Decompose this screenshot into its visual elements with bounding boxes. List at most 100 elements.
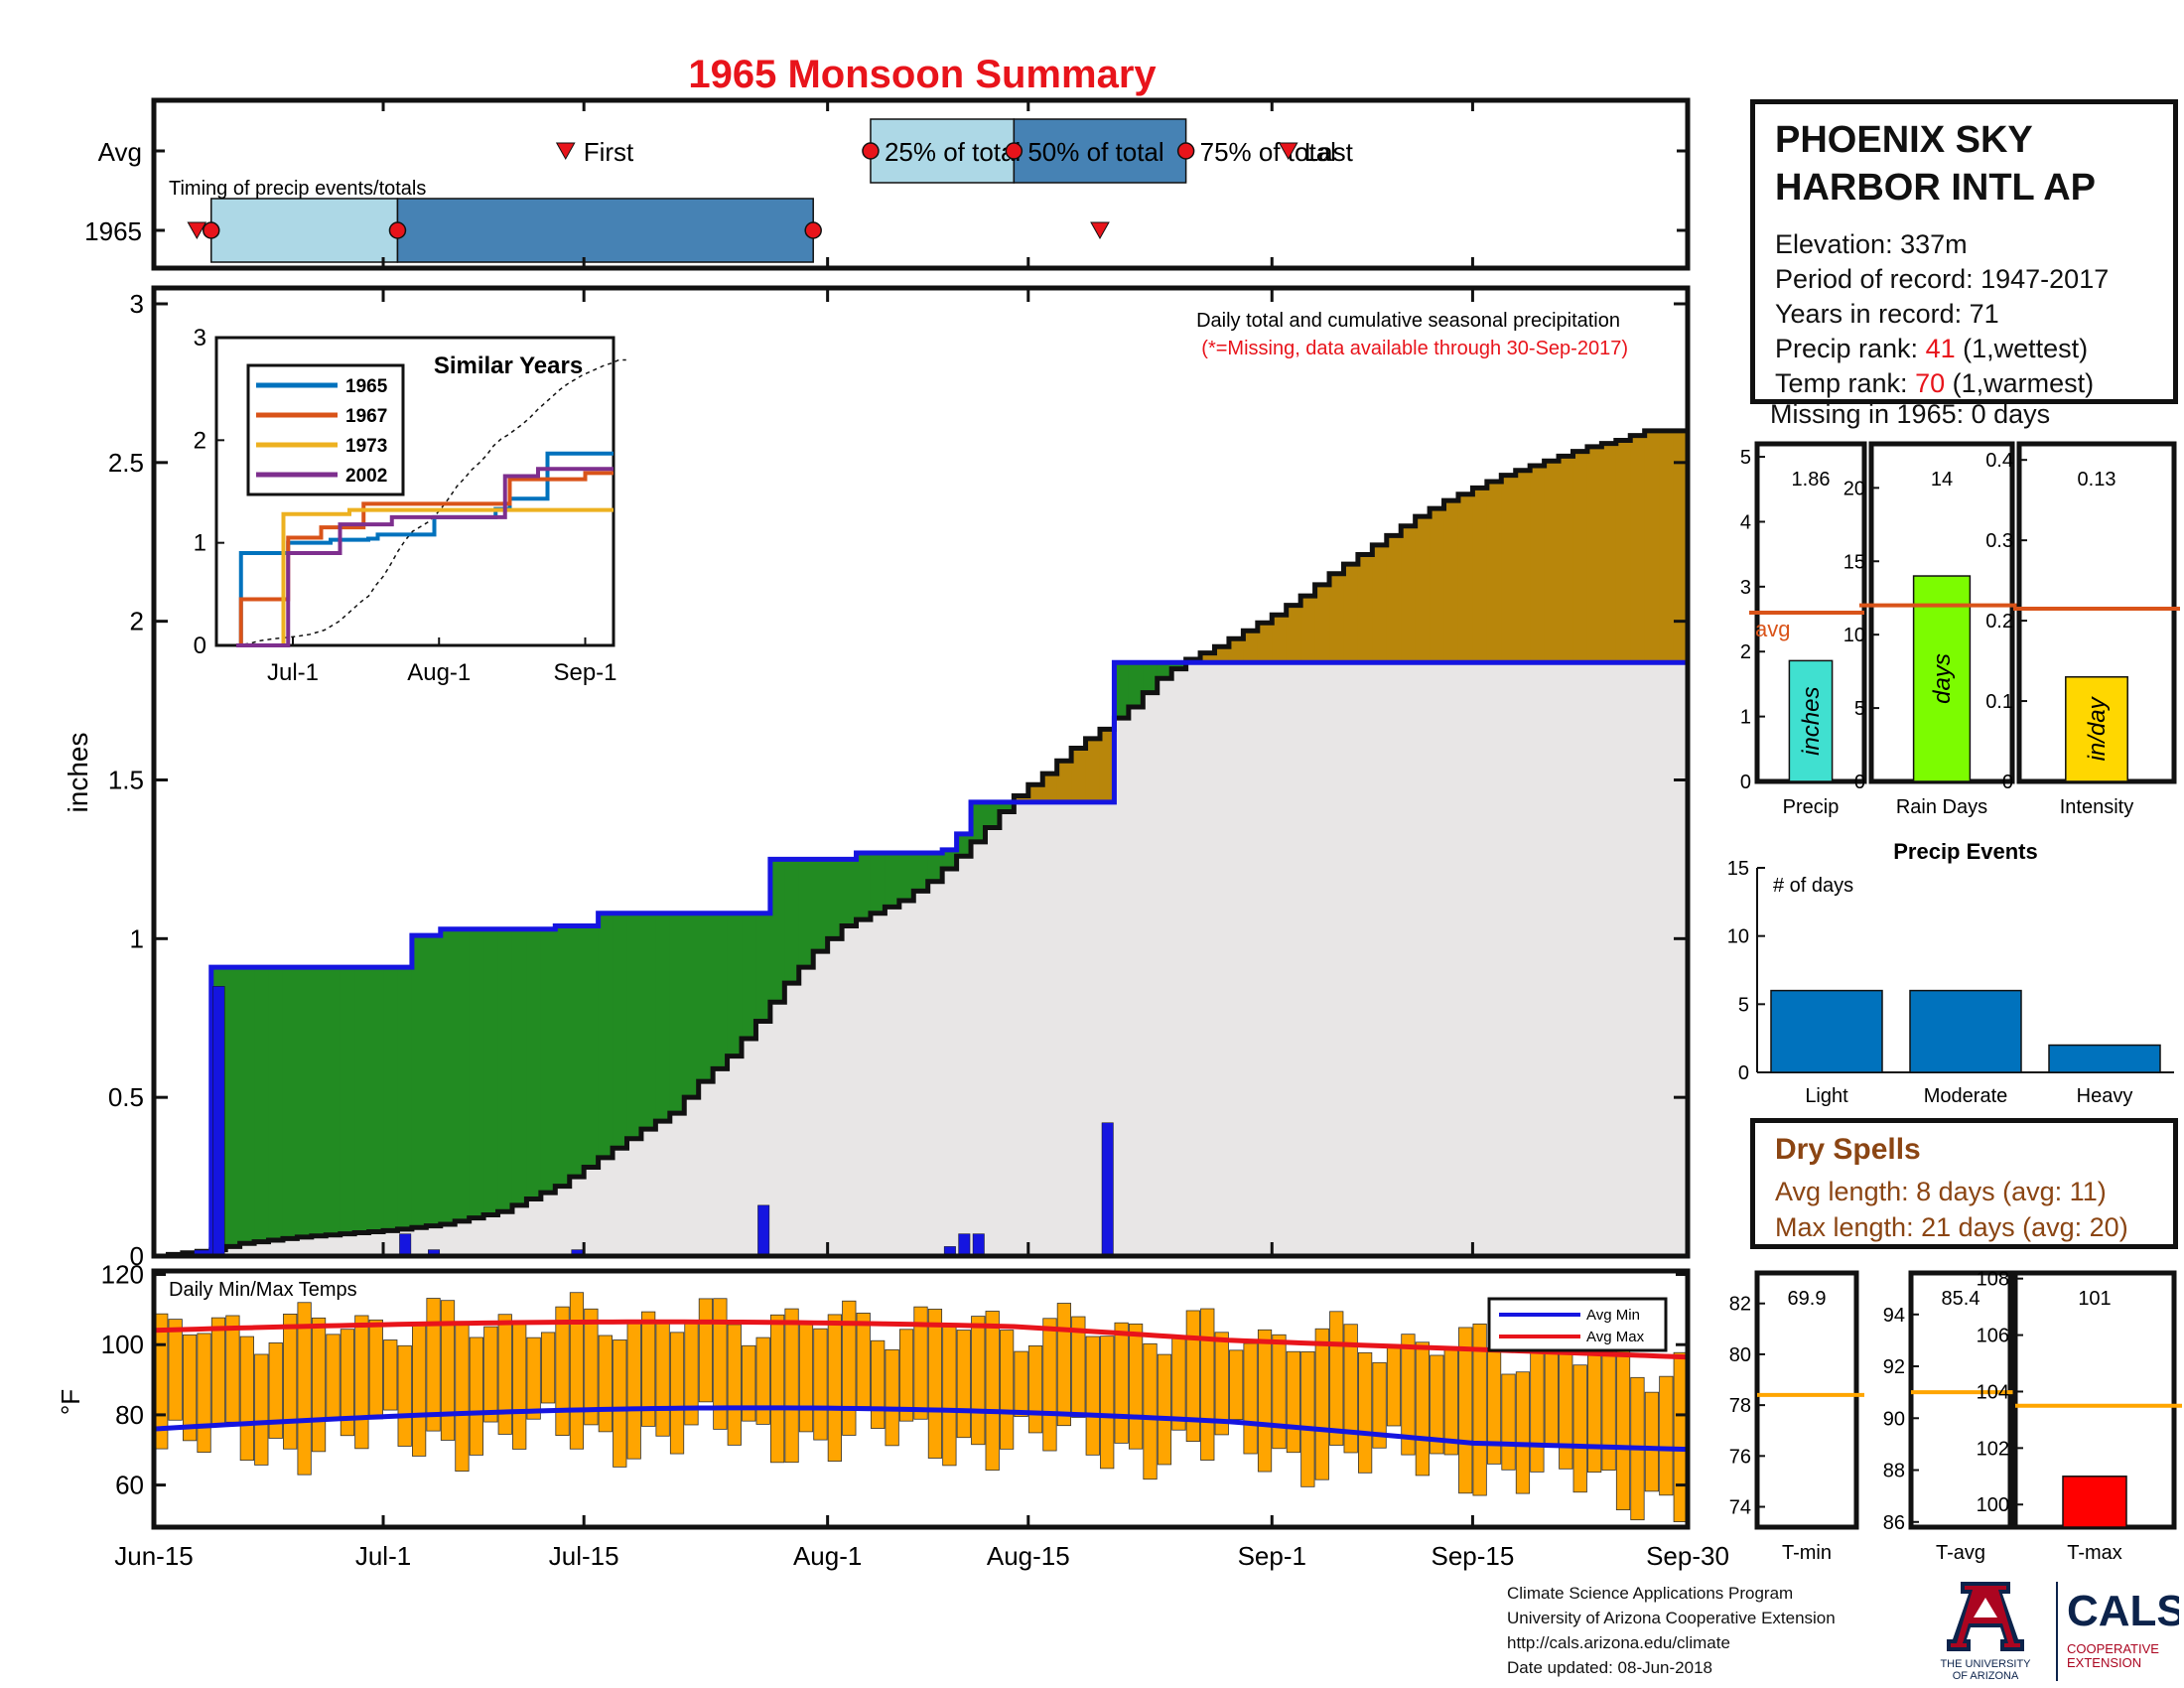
daily-temp-range-bar xyxy=(1171,1336,1186,1431)
area-base-segment xyxy=(885,907,900,1256)
inset-xtick-label: Jul-1 xyxy=(267,659,319,686)
inset-ytick-label: 3 xyxy=(194,325,206,352)
area-base-segment xyxy=(497,1211,513,1256)
precip-unit-label: inches xyxy=(1798,687,1825,756)
area-base-segment xyxy=(1386,662,1402,1256)
area-base-segment xyxy=(511,1204,528,1256)
area-base-segment xyxy=(569,1177,585,1256)
area-above-avg-segment xyxy=(1171,662,1187,669)
area-base-segment xyxy=(1243,662,1259,1256)
area-above-avg-segment xyxy=(1143,662,1159,693)
area-base-segment xyxy=(1343,662,1359,1256)
events-ytick-label: 0 xyxy=(1738,1062,1749,1084)
precip-rank: Precip rank: 41 (1,wettest) xyxy=(1775,334,2089,363)
main-ytick-label: 2 xyxy=(130,607,144,636)
avg-last-label: Last xyxy=(1304,137,1354,167)
area-base-segment xyxy=(913,891,929,1256)
daily-temp-range-bar xyxy=(856,1313,871,1408)
daily-temp-range-bar xyxy=(784,1308,799,1464)
area-above-avg-segment xyxy=(511,928,528,1205)
legend-avg-min: Avg Min xyxy=(1586,1307,1640,1324)
year-first-marker xyxy=(187,221,207,240)
inset-ytick-label: 2 xyxy=(194,427,206,454)
area-above-avg-segment xyxy=(440,928,456,1225)
avg-q50-label: 50% of total xyxy=(1027,137,1163,167)
area-above-avg-segment xyxy=(742,913,757,1040)
daily-temp-range-bar xyxy=(1601,1339,1616,1472)
daily-temp-range-bar xyxy=(798,1322,814,1433)
daily-temp-range-bar xyxy=(1214,1332,1229,1436)
tavg-ytick-label: 92 xyxy=(1883,1356,1905,1378)
daily-temp-range-bar xyxy=(1329,1311,1344,1446)
events-ytick-label: 5 xyxy=(1738,994,1749,1016)
tmax-ytick-label: 100 xyxy=(1977,1494,2009,1516)
year-q25-q50-bar xyxy=(210,198,399,263)
area-below-avg-segment xyxy=(1099,729,1116,802)
dry-spells-box: Dry Spells Avg length: 8 days (avg: 11) … xyxy=(1750,1118,2178,1249)
area-base-segment xyxy=(1027,801,1043,1256)
daily-precip-bar xyxy=(757,1204,770,1257)
daily-temp-range-bar xyxy=(512,1322,527,1450)
area-base-segment xyxy=(927,881,943,1256)
inset-title: Similar Years xyxy=(434,352,583,379)
daily-temp-range-bar xyxy=(1572,1364,1587,1493)
daily-temp-range-bar xyxy=(698,1298,714,1403)
area-below-avg-segment xyxy=(1501,475,1517,663)
area-base-segment xyxy=(1401,662,1417,1256)
area-below-avg-segment xyxy=(1559,456,1574,663)
area-base-segment xyxy=(383,1230,399,1256)
avg-q50-q75-bar xyxy=(1013,118,1187,184)
daily-temp-range-bar xyxy=(613,1339,627,1468)
daily-temp-range-bar xyxy=(254,1353,269,1466)
precip-rank-value: 41 xyxy=(1925,334,1956,363)
area-below-avg-segment xyxy=(1085,738,1101,802)
area-base-segment xyxy=(555,1186,571,1256)
area-above-avg-segment xyxy=(254,967,270,1242)
area-above-avg-segment xyxy=(713,913,729,1069)
area-below-avg-segment xyxy=(1343,564,1359,663)
area-above-avg-segment xyxy=(584,925,600,1168)
area-base-segment xyxy=(1329,662,1345,1256)
main-ytick-label: 2.5 xyxy=(108,448,144,478)
avg-cumulative-line xyxy=(154,428,1688,1259)
footer-credits: Climate Science Applications Program Uni… xyxy=(1507,1581,1836,1680)
station-elevation: Elevation: 337m xyxy=(1775,229,1968,259)
year-q50-marker xyxy=(388,221,407,239)
avg-first-marker xyxy=(555,142,576,161)
area-base-segment xyxy=(411,1227,427,1256)
daily-temp-range-bar xyxy=(1644,1391,1660,1492)
legend-avg-max: Avg Max xyxy=(1586,1329,1645,1345)
rain-days-unit-label: days xyxy=(1929,653,1956,704)
avg-first-label: First xyxy=(584,137,634,167)
daily-temp-range-bar xyxy=(755,1336,770,1425)
daily-temp-range-bar xyxy=(426,1298,441,1432)
area-base-segment xyxy=(1114,718,1130,1256)
area-above-avg-segment xyxy=(426,935,442,1226)
area-below-avg-segment xyxy=(1530,466,1546,663)
daily-temp-range-bar xyxy=(526,1336,541,1420)
area-above-avg-segment xyxy=(397,967,413,1229)
daily-temp-range-bar xyxy=(1430,1354,1444,1455)
area-above-avg-segment xyxy=(798,859,814,968)
daily-temp-range-bar xyxy=(197,1333,211,1454)
area-base-segment xyxy=(1071,801,1087,1256)
daily-temp-range-bar xyxy=(827,1314,842,1463)
area-base-segment xyxy=(669,1113,685,1256)
daily-temp-range-bar xyxy=(1257,1329,1273,1473)
precip-ytick-label: 3 xyxy=(1740,577,1751,599)
area-base-segment xyxy=(1157,678,1172,1256)
area-above-avg-segment xyxy=(956,833,972,857)
inset-ytick-label: 1 xyxy=(194,530,206,557)
area-base-segment xyxy=(755,1021,771,1256)
area-above-avg-segment xyxy=(985,801,1001,828)
tmin-ytick-label: 82 xyxy=(1729,1294,1751,1316)
daily-temp-range-bar xyxy=(971,1316,986,1446)
daily-temp-range-bar xyxy=(1000,1330,1015,1450)
precip-ytick-label: 1 xyxy=(1740,707,1751,729)
area-below-avg-segment xyxy=(1644,430,1660,663)
area-above-avg-segment xyxy=(870,853,887,914)
daily-temp-range-bar xyxy=(283,1314,298,1450)
daily-temp-range-bar xyxy=(1673,1351,1688,1522)
area-base-segment xyxy=(1486,662,1502,1256)
daily-temp-range-bar xyxy=(1286,1350,1301,1454)
